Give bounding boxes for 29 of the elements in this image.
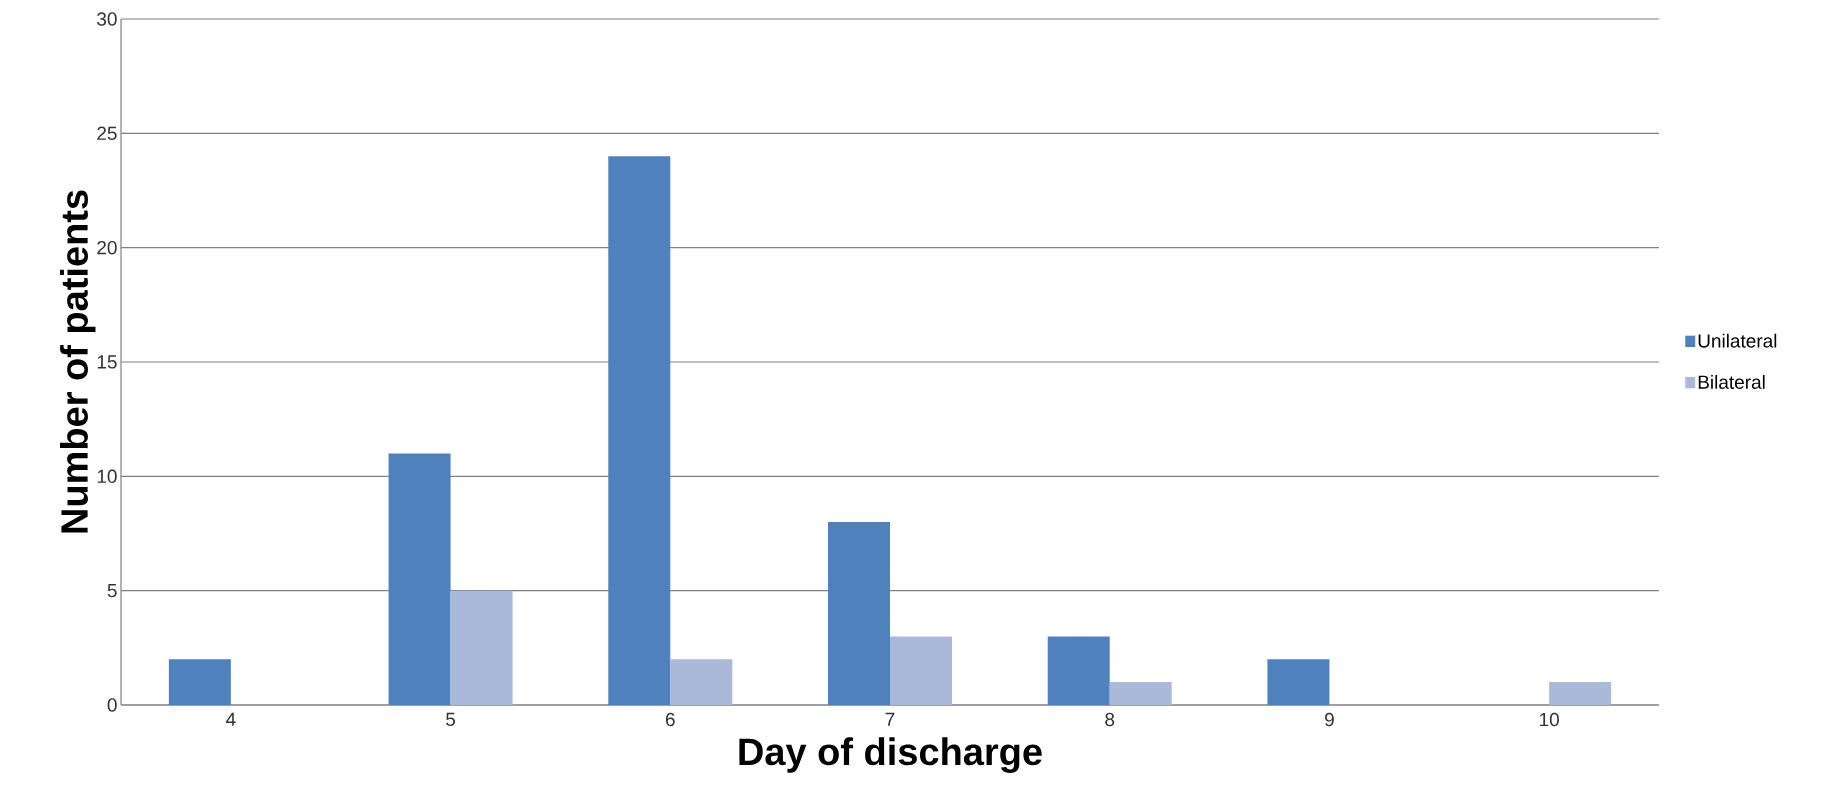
y-tick-label: 0 xyxy=(107,698,117,712)
bar xyxy=(450,590,513,705)
x-tick-label: 4 xyxy=(226,712,236,726)
y-tick-label: 30 xyxy=(97,12,117,26)
bar xyxy=(168,659,231,705)
x-tick-label: 6 xyxy=(665,712,675,727)
y-tick-label: 5 xyxy=(107,584,117,598)
bar xyxy=(1109,682,1172,705)
x-axis-title: Day of discharge xyxy=(739,737,1042,773)
y-tick-label: 15 xyxy=(97,355,117,369)
bar xyxy=(1549,682,1612,705)
y-axis-title: Number of patients xyxy=(60,190,96,533)
y-tick-label: 10 xyxy=(97,469,117,484)
x-tick-label: 10 xyxy=(1540,712,1559,727)
bar xyxy=(828,522,890,705)
bar xyxy=(1047,636,1110,705)
x-tick-label: 7 xyxy=(885,712,895,726)
bar xyxy=(1267,659,1330,705)
x-tick-label: 5 xyxy=(446,712,456,727)
bar xyxy=(608,156,671,705)
x-tick-label: 9 xyxy=(1325,712,1334,727)
y-tick-label: 20 xyxy=(97,240,117,255)
y-tick-label: 25 xyxy=(97,126,117,141)
legend-label: Unilateral xyxy=(1698,333,1777,348)
x-tick-label: 8 xyxy=(1105,712,1115,727)
bar xyxy=(670,659,733,705)
bar xyxy=(388,453,451,705)
bar xyxy=(890,636,952,705)
legend-label: Bilateral xyxy=(1698,374,1765,389)
